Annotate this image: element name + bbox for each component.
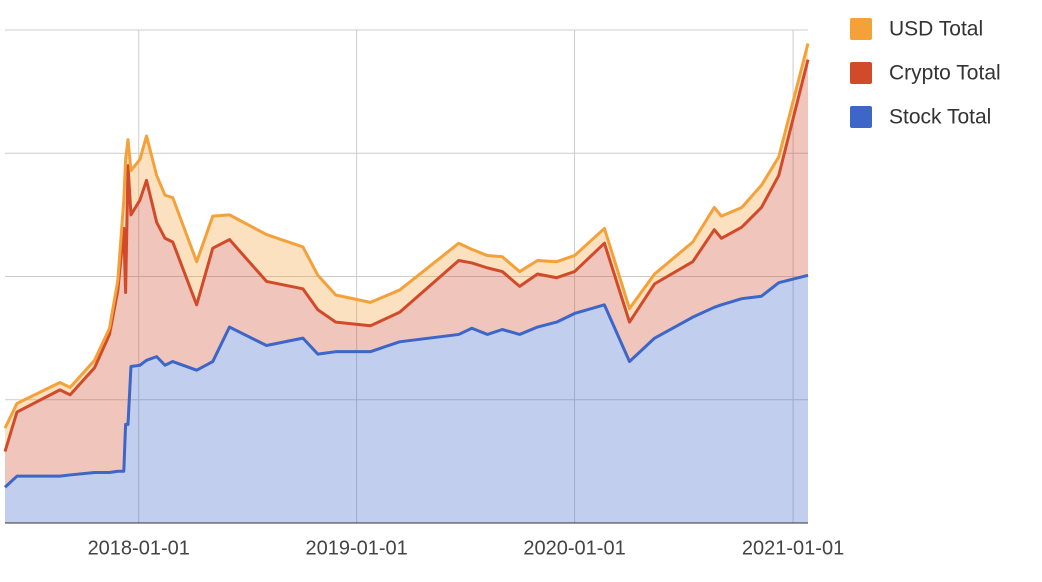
legend-swatch xyxy=(850,62,872,84)
series-line xyxy=(3,59,810,452)
area xyxy=(5,59,808,488)
legend-label: Crypto Total xyxy=(889,62,1001,85)
legend-label: Stock Total xyxy=(889,106,991,129)
series-line xyxy=(3,43,810,429)
x-tick-label: 2020-01-01 xyxy=(523,537,625,559)
x-tick-label: 2019-01-01 xyxy=(305,537,407,559)
legend-swatch xyxy=(850,18,872,40)
x-tick-label: 2018-01-01 xyxy=(88,537,190,559)
area xyxy=(5,275,808,523)
legend-label: USD Total xyxy=(889,18,983,41)
x-tick-label: 2021-01-01 xyxy=(742,537,844,559)
series-line xyxy=(3,273,809,489)
legend-swatch xyxy=(850,106,872,128)
